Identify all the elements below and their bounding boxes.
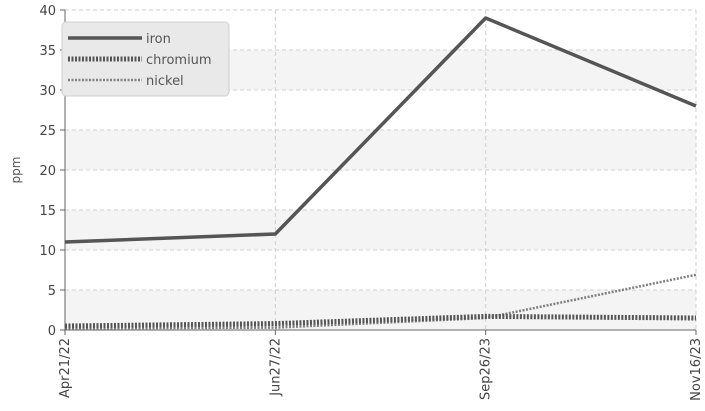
legend-label-nickel: nickel: [146, 74, 184, 89]
x-tick-label: Jun27/22: [268, 338, 283, 397]
y-tick-label: 30: [39, 84, 56, 99]
y-tick-label: 5: [48, 284, 56, 299]
x-tick-label: Nov16/23: [689, 338, 704, 401]
legend-label-iron: iron: [146, 32, 171, 47]
series-line-nickel: [64, 273, 697, 330]
series-line-chromium: [64, 313, 697, 329]
plot-band: [65, 130, 696, 170]
y-tick-label: 15: [39, 204, 56, 219]
legend-box: [61, 21, 230, 97]
y-tick-label: 10: [39, 244, 56, 259]
legend-label-chromium: chromium: [146, 53, 212, 68]
series-lines: [64, 16, 697, 330]
y-tick-label: 0: [48, 324, 56, 339]
x-tick-label: Apr21/22: [58, 338, 73, 398]
x-tick-label: Sep26/23: [479, 338, 494, 400]
x-tick-labels: Apr21/22 Jun27/22 Sep26/23 Nov16/23: [58, 330, 704, 401]
legend: iron chromium nickel: [61, 21, 230, 97]
y-tick-label: 25: [39, 124, 56, 139]
series-line-iron: [64, 16, 697, 244]
y-tick-labels: 0 5 10 15 20 25 30 35 40: [39, 4, 65, 339]
y-tick-label: 35: [39, 44, 56, 59]
y-axis-title: ppm: [9, 157, 23, 184]
y-tick-label: 40: [39, 4, 56, 19]
y-tick-label: 20: [39, 164, 56, 179]
plot-band: [65, 210, 696, 250]
